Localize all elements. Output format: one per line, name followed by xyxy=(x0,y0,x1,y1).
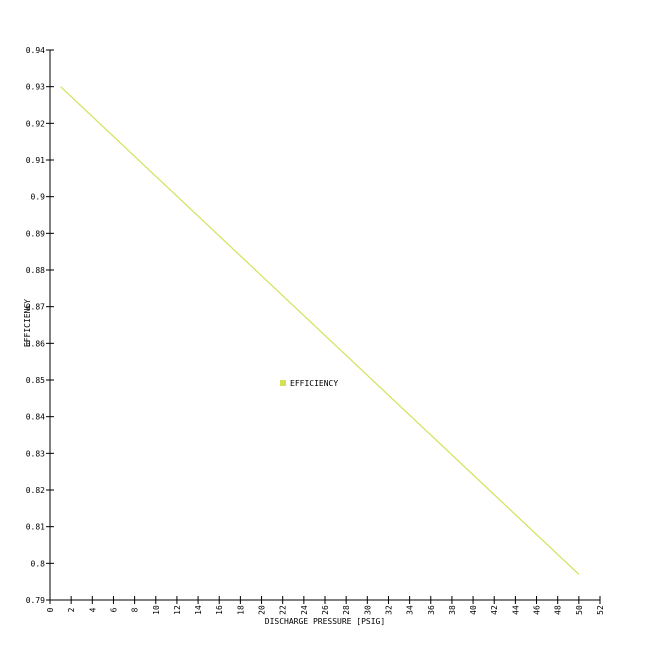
x-tick-label: 22 xyxy=(279,605,288,615)
x-tick-label: 12 xyxy=(173,605,182,615)
x-tick-label: 18 xyxy=(236,605,245,615)
x-tick-label: 8 xyxy=(131,607,140,612)
y-tick-label: 0.85 xyxy=(26,376,45,385)
x-tick-label: 46 xyxy=(533,605,542,615)
y-tick-label: 0.91 xyxy=(26,156,45,165)
y-tick-label: 0.83 xyxy=(26,449,45,458)
x-tick-label: 10 xyxy=(152,605,161,615)
x-tick-label: 42 xyxy=(490,605,499,615)
series-line xyxy=(60,86,580,575)
x-tick-label: 34 xyxy=(406,605,415,615)
x-tick-label: 14 xyxy=(194,605,203,615)
x-tick-label: 36 xyxy=(427,605,436,615)
x-tick-label: 6 xyxy=(109,607,118,612)
y-tick-label: 0.88 xyxy=(26,266,45,275)
x-tick-label: 26 xyxy=(321,605,330,615)
y-tick-label: 0.94 xyxy=(26,46,45,55)
x-axis-title: DISCHARGE PRESSURE [PSIG] xyxy=(265,617,385,626)
legend-label: EFFICIENCY xyxy=(290,379,338,388)
y-tick-label: 0.84 xyxy=(26,413,45,422)
x-tick-label: 48 xyxy=(554,605,563,615)
y-tick-label: 0.79 xyxy=(26,596,45,605)
y-axis-title: EFFICIENCY xyxy=(23,299,32,347)
x-tick-label: 30 xyxy=(363,605,372,615)
x-tick-label: 38 xyxy=(448,605,457,615)
y-tick-label: 0.8 xyxy=(31,559,46,568)
x-tick-label: 20 xyxy=(258,605,267,615)
x-tick-label: 52 xyxy=(596,605,605,615)
y-tick-label: 0.87 xyxy=(26,303,45,312)
x-tick-label: 4 xyxy=(88,607,97,612)
series-layer xyxy=(60,86,580,575)
y-tick-label: 0.92 xyxy=(26,119,45,128)
x-tick-label: 0 xyxy=(46,607,55,612)
x-tick-label: 44 xyxy=(511,605,520,615)
x-tick-label: 40 xyxy=(469,605,478,615)
axes: 0.79 0.8 0.81 0.82 0.83 0.84 0.85 0.86 0.87 0.88 0… xyxy=(26,46,605,615)
x-tick-label: 2 xyxy=(67,607,76,612)
y-tick-label: 0.93 xyxy=(26,83,45,92)
legend-swatch xyxy=(280,380,286,386)
y-tick-label: 0.9 xyxy=(31,193,46,202)
x-tick-label: 24 xyxy=(300,605,309,615)
legend: EFFICIENCY xyxy=(280,379,338,388)
x-tick-label: 16 xyxy=(215,605,224,615)
y-tick-label: 0.86 xyxy=(26,339,45,348)
x-tick-label: 50 xyxy=(575,605,584,615)
y-tick-label: 0.81 xyxy=(26,523,45,532)
y-tick-label: 0.89 xyxy=(26,229,45,238)
y-tick-label: 0.82 xyxy=(26,486,45,495)
x-tick-label: 32 xyxy=(384,605,393,615)
x-tick-label: 28 xyxy=(342,605,351,615)
